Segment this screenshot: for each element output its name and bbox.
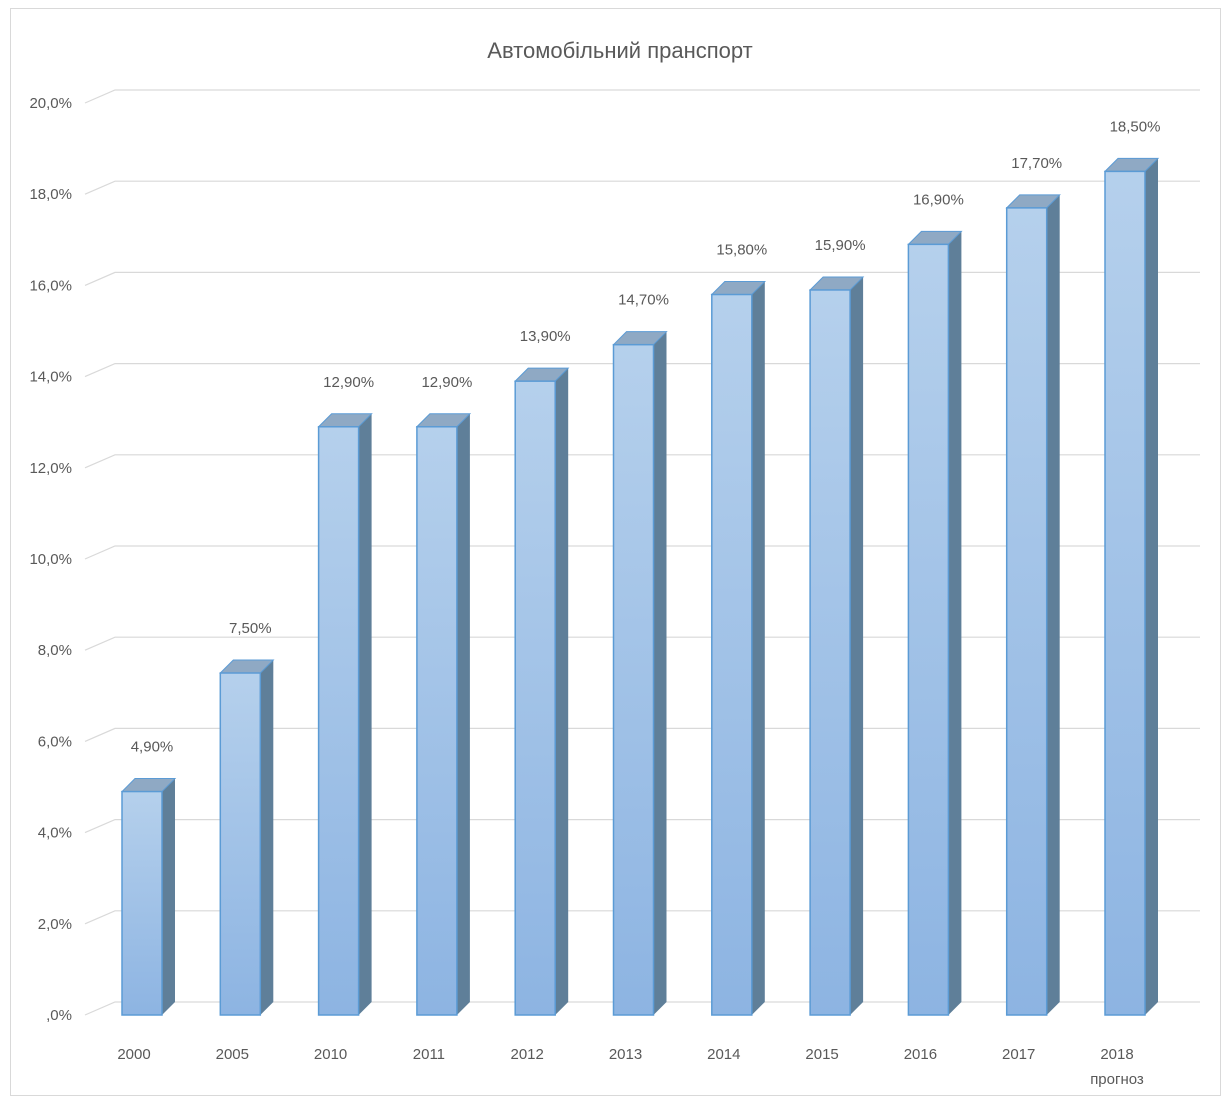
data-label: 16,90%: [913, 191, 964, 208]
data-label: 17,70%: [1011, 155, 1062, 172]
bar-front: [711, 293, 753, 1016]
data-label: 12,90%: [421, 374, 472, 391]
bar: [907, 230, 963, 1016]
y-tick-label: 18,0%: [29, 186, 72, 203]
bar-side: [162, 778, 175, 1015]
bar-front: [317, 426, 360, 1016]
bar-front: [121, 790, 163, 1016]
data-label: 15,80%: [716, 242, 767, 259]
bar-front: [612, 343, 655, 1016]
gridline: [84, 89, 1200, 104]
data-label: 12,90%: [323, 374, 374, 391]
bar-front: [1005, 207, 1048, 1016]
x-tick-label: 2013: [609, 1046, 642, 1063]
bar-side: [260, 660, 274, 1015]
y-tick-label: 12,0%: [29, 460, 72, 477]
y-tick-label: 8,0%: [38, 642, 72, 659]
y-tick-label: 16,0%: [29, 277, 72, 294]
bar-side: [555, 368, 569, 1015]
x-tick-label: 2011: [413, 1046, 445, 1063]
x-tick-label: 2018: [1100, 1046, 1133, 1063]
bar-front: [907, 243, 950, 1016]
bar-side: [948, 231, 962, 1016]
bar: [219, 659, 275, 1016]
bar-side: [1145, 158, 1158, 1015]
y-tick-label: 4,0%: [38, 825, 72, 842]
y-tick-label: 2,0%: [38, 916, 72, 933]
x-tick-label: 2012: [511, 1046, 544, 1063]
x-tick-label: 2005: [216, 1046, 249, 1063]
bar: [1103, 157, 1160, 1016]
bar: [710, 281, 767, 1016]
data-label: 7,50%: [229, 620, 272, 637]
bar: [317, 413, 373, 1016]
bar-side: [751, 281, 765, 1015]
data-label: 13,90%: [520, 328, 571, 345]
y-tick-label: 20,0%: [29, 95, 72, 112]
x-tick-label: 2000: [117, 1046, 150, 1063]
bar: [120, 778, 177, 1016]
bar: [1005, 194, 1061, 1016]
gridline: [84, 271, 1200, 286]
bar: [808, 276, 865, 1016]
bar: [513, 367, 570, 1016]
data-label: 4,90%: [131, 739, 174, 756]
y-tick-label: 6,0%: [38, 733, 72, 750]
bar-side: [358, 413, 372, 1015]
chart-title: Автомобільний пранспорт: [487, 38, 752, 63]
data-labels: 4,90% 7,50% 12,90% 12,90% 13,90% 14,70% 15,80%…: [131, 118, 1161, 755]
bar-side: [1046, 194, 1060, 1015]
bar-front: [1104, 170, 1146, 1016]
bar: [612, 331, 668, 1016]
x-tick-label: 2015: [805, 1046, 838, 1063]
x-axis-labels: 2000 2005 2010 2011 2012 2013 2014 2015 2016 2017…: [117, 1046, 1144, 1088]
y-tick-label: ,0%: [46, 1007, 72, 1024]
bar-front: [416, 426, 458, 1016]
bar-front: [809, 289, 851, 1016]
data-label: 15,90%: [815, 237, 866, 254]
y-axis-ticks: ,0% 2,0% 4,0% 6,0% 8,0% 10,0% 12,0% 14,0% 16,0% 1…: [29, 95, 72, 1024]
x-tick-sublabel: прогноз: [1090, 1071, 1144, 1088]
bar-front: [514, 380, 556, 1016]
bar: [415, 413, 472, 1016]
bar-side: [456, 413, 470, 1015]
x-tick-label: 2010: [314, 1046, 347, 1063]
x-tick-label: 2017: [1002, 1046, 1035, 1063]
bar-front: [219, 672, 262, 1016]
data-label: 14,70%: [618, 292, 669, 309]
y-tick-label: 14,0%: [29, 369, 72, 386]
bar-side: [850, 276, 864, 1016]
x-tick-label: 2014: [707, 1046, 740, 1063]
bars: [120, 157, 1160, 1016]
y-tick-label: 10,0%: [29, 551, 72, 568]
bar-side: [653, 331, 667, 1015]
gridline: [84, 180, 1200, 195]
x-tick-label: 2016: [904, 1046, 937, 1063]
data-label: 18,50%: [1110, 118, 1161, 135]
